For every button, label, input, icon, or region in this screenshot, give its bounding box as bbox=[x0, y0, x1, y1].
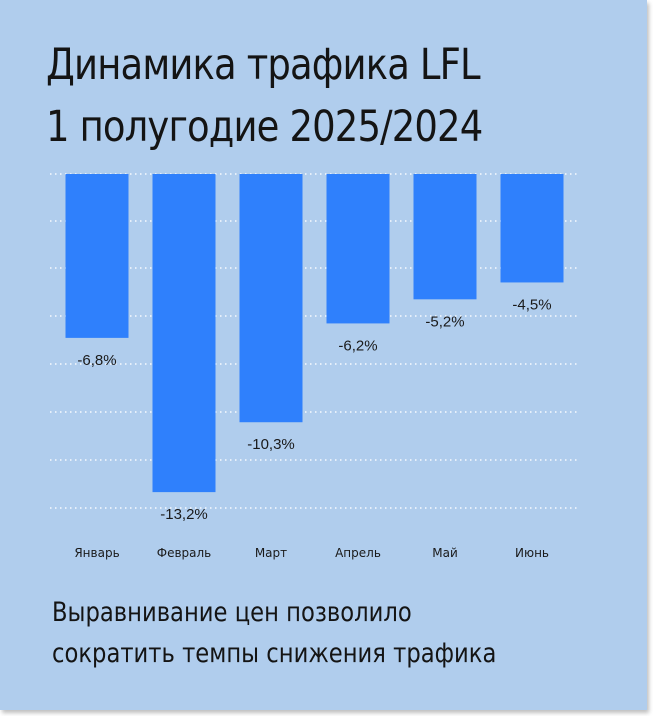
category-label: Июнь bbox=[515, 546, 549, 560]
data-label: -4,5% bbox=[512, 296, 551, 313]
data-label: -13,2% bbox=[160, 506, 208, 523]
data-label: -6,2% bbox=[338, 337, 377, 354]
bar bbox=[65, 174, 129, 338]
caption-line-2: сократить темпы снижения трафика bbox=[52, 638, 497, 669]
bar bbox=[152, 174, 216, 493]
category-label: Март bbox=[255, 546, 287, 560]
data-label: -5,2% bbox=[425, 313, 464, 330]
bar bbox=[413, 174, 477, 300]
bar bbox=[500, 174, 564, 283]
category-label: Апрель bbox=[335, 546, 381, 560]
category-label: Февраль bbox=[157, 546, 212, 560]
data-label: -6,8% bbox=[77, 352, 116, 369]
category-label: Январь bbox=[74, 546, 119, 560]
chart-title-line-1: Динамика трафика LFL bbox=[46, 40, 481, 90]
chart-title-line-2: 1 полугодие 2025/2024 bbox=[46, 102, 483, 152]
bar bbox=[239, 174, 303, 423]
caption-line-1: Выравнивание цен позволило bbox=[52, 597, 412, 628]
category-label: Май bbox=[432, 546, 458, 560]
bar bbox=[326, 174, 390, 324]
data-label: -10,3% bbox=[247, 436, 295, 453]
bar-chart: -6,8% Январь -13,2% Февраль -10,3% Март -6,2% А… bbox=[50, 173, 578, 560]
